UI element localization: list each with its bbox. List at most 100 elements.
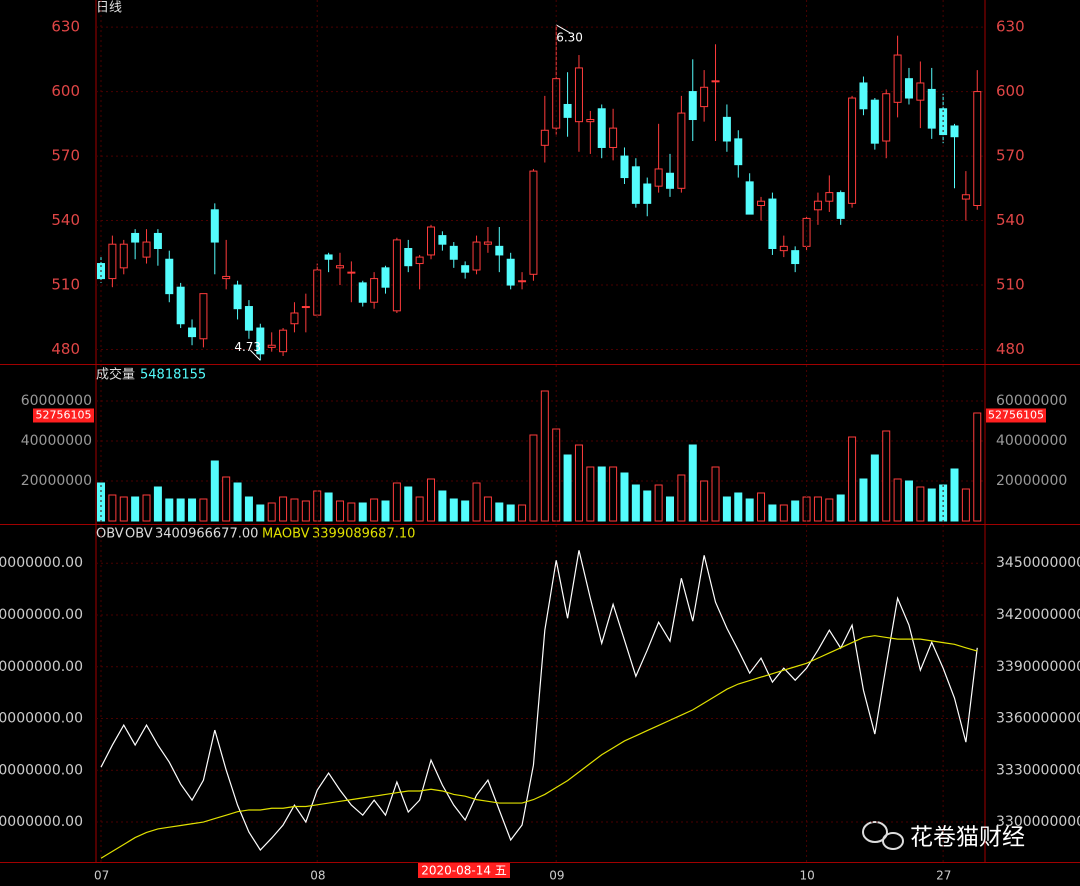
obv-current: 3400966677.00	[155, 527, 258, 542]
volume-bar	[597, 466, 606, 522]
candle-body	[700, 86, 709, 108]
candle-body	[597, 108, 606, 148]
volume-bar	[438, 490, 447, 522]
candle-body	[199, 293, 208, 340]
volume-bar	[791, 500, 800, 522]
volume-bar	[335, 500, 344, 522]
volume-bar	[347, 502, 356, 522]
candle-body	[244, 306, 253, 331]
volume-bar	[609, 466, 618, 522]
volume-bar	[256, 504, 265, 522]
volume-bar	[210, 460, 219, 522]
candle-body	[529, 170, 538, 275]
watermark: 花卷猫财经	[910, 825, 1025, 851]
volume-bar	[176, 498, 185, 522]
volume-bar	[950, 468, 959, 522]
candle-body	[870, 99, 879, 144]
candle-body	[631, 166, 640, 204]
x-tick-label: 10	[800, 869, 815, 883]
candle-body	[472, 241, 481, 271]
candle-body	[427, 226, 436, 256]
volume-bar	[768, 504, 777, 522]
volume-bar	[267, 502, 276, 522]
volume-bar	[700, 480, 709, 522]
volume-bar	[711, 466, 720, 522]
marker-label: 52756105	[988, 408, 1044, 421]
candle-body	[859, 82, 868, 110]
volume-bar	[404, 486, 413, 522]
annotation: 6.30	[556, 30, 583, 44]
candle-body	[495, 245, 504, 256]
candle-body	[506, 258, 515, 286]
volume-bar	[927, 488, 936, 522]
y-tick-label: 40000000	[21, 433, 92, 449]
volume-bar	[222, 476, 231, 522]
volume-bar	[722, 496, 731, 522]
y-tick-label: 3300000000.00	[0, 814, 83, 830]
volume-bar	[142, 494, 151, 522]
candle-body	[176, 286, 185, 325]
candle-body	[609, 127, 618, 148]
volume-bar	[574, 444, 583, 522]
candle-body	[574, 67, 583, 123]
y-tick-label: 3390000000.00	[0, 659, 83, 675]
candle-body	[415, 256, 424, 265]
volume-bar	[381, 500, 390, 522]
candle-body	[404, 247, 413, 267]
y2-tick-label: 3450000000	[996, 555, 1080, 571]
maobv-legend: MAOBV	[262, 527, 310, 542]
volume-bar	[677, 474, 686, 522]
y-tick-label: 3450000000.00	[0, 555, 83, 571]
x-tick-label: 09	[549, 869, 564, 883]
candle-body	[540, 129, 549, 146]
volume-bar	[643, 490, 652, 522]
candle-body	[165, 258, 174, 295]
x-tick-label: 08	[310, 869, 325, 883]
candle-body	[153, 232, 162, 249]
volume-bar	[654, 484, 663, 522]
candle-body	[620, 155, 629, 179]
volume-bar	[518, 504, 527, 522]
y2-tick-label: 510	[996, 276, 1025, 294]
line-series	[100, 550, 978, 851]
candle-body	[643, 183, 652, 204]
candle-body	[233, 284, 242, 310]
candle-body	[882, 93, 891, 142]
volume-bar	[119, 496, 128, 522]
volume-bar	[757, 492, 766, 522]
volume-bar	[666, 496, 674, 522]
y-tick-label: 3360000000.00	[0, 711, 83, 727]
y-tick-label: 3330000000.00	[0, 762, 83, 778]
candle-body	[370, 278, 379, 303]
candle-body	[347, 271, 356, 274]
volume-bar	[108, 494, 117, 522]
candle-body	[927, 88, 936, 129]
y-tick-label: 570	[51, 147, 80, 165]
volume-bar	[290, 498, 299, 522]
candle-body	[711, 80, 720, 83]
candle-body	[722, 116, 731, 142]
y2-tick-label: 3330000000	[996, 762, 1080, 778]
candle-body	[188, 327, 197, 338]
y2-tick-label: 20000000	[996, 473, 1067, 489]
volume-bar	[529, 434, 538, 522]
watermark-icon	[862, 821, 904, 850]
volume-bar	[540, 390, 549, 522]
candle-body	[483, 241, 492, 245]
candle-body	[757, 200, 766, 207]
volume-bar	[813, 496, 822, 522]
candle-body	[904, 78, 913, 99]
candle-body	[119, 243, 128, 269]
volume-bar	[244, 496, 253, 522]
volume-bar	[279, 496, 288, 522]
candle-body	[950, 125, 959, 138]
candle-body	[779, 245, 788, 252]
obv-legend: OBV	[125, 527, 153, 542]
volume-bar	[153, 486, 162, 522]
annotation-pointer	[555, 24, 571, 34]
volume-bar	[779, 504, 788, 522]
candle-body	[335, 265, 344, 269]
line-series	[100, 635, 978, 859]
candle-body	[836, 192, 845, 219]
y2-tick-label: 3420000000	[996, 607, 1080, 623]
